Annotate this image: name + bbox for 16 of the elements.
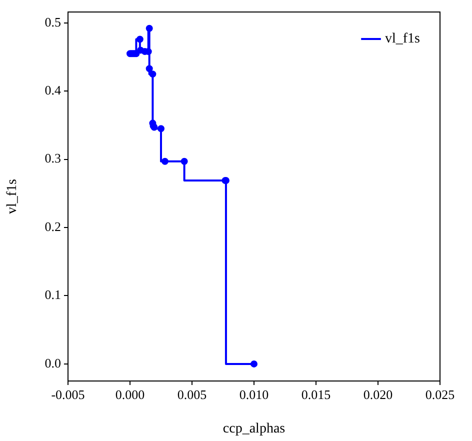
x-tick-label: 0.000 [115,387,145,402]
y-tick-label: 0.4 [44,82,62,98]
y-tick-label: 0.2 [44,218,61,234]
x-tick-label: -0.005 [51,387,85,402]
x-tick-label: 0.020 [363,387,393,402]
x-tick-label: 0.025 [425,387,455,402]
legend-label: vl_f1s [385,32,420,47]
y-tick-label: 0.1 [44,287,61,302]
x-tick-label: 0.005 [177,387,207,402]
y-tick-label: 0.0 [44,355,61,370]
y-axis-title: vl_f1s [5,179,20,214]
x-tick-label: 0.010 [239,387,269,402]
y-tick-label: 0.5 [44,14,61,30]
y-tick-label: 0.3 [44,150,61,166]
x-tick-label: 0.015 [301,387,331,402]
x-axis-title: ccp_alphas [222,421,286,436]
